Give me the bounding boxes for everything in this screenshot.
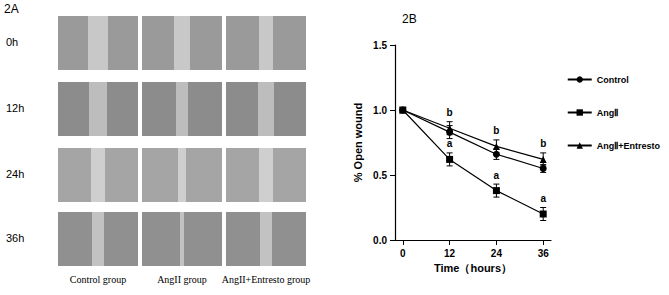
svg-text:a: a [447,138,453,149]
svg-text:12: 12 [444,248,456,259]
html-text:36h: 36h [6,232,25,244]
html-text:Control group: Control group [69,274,127,285]
svg-text:a: a [540,193,546,204]
html-text:2A: 2A [4,2,19,16]
svg-text:b: b [493,125,499,136]
svg-text:Control: Control [597,75,629,85]
svg-text:1.5: 1.5 [373,40,387,51]
svg-text:0.5: 0.5 [373,170,387,181]
svg-text:0: 0 [400,248,406,259]
svg-text:% Open wound: % Open wound [352,103,364,182]
html-text:0h: 0h [6,36,19,48]
svg-text:b: b [540,138,546,149]
svg-text:AngⅡ: AngⅡ [597,108,619,118]
svg-text:Time（hours）: Time（hours） [434,262,512,275]
html-text:12h: 12h [6,102,25,114]
svg-text:36: 36 [538,248,550,259]
svg-text:1.0: 1.0 [373,105,387,116]
html-text:24h: 24h [6,168,25,180]
svg-text:24: 24 [491,248,503,259]
svg-text:AngⅡ+Entresto: AngⅡ+Entresto [597,141,661,151]
html-text:AngII+Entresto group: AngII+Entresto group [221,274,311,285]
svg-text:b: b [447,107,453,118]
html-text:AngII group: AngII group [157,274,207,285]
svg-text:a: a [494,170,500,181]
svg-text:0.0: 0.0 [373,235,387,246]
svg-text:2B: 2B [402,12,417,26]
